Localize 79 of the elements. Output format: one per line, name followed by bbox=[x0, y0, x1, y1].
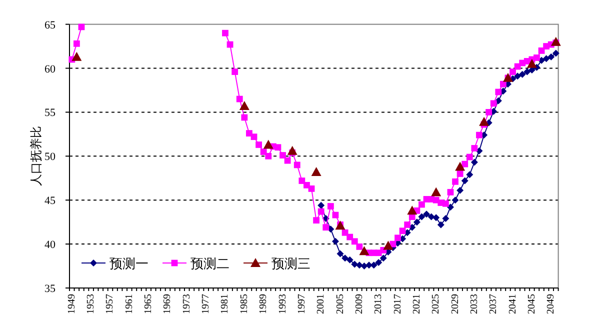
point bbox=[423, 210, 430, 218]
x-tick-label: 2033 bbox=[468, 294, 480, 314]
y-tick-label: 60 bbox=[44, 63, 56, 76]
y-tick-label: 35 bbox=[44, 283, 56, 295]
point bbox=[548, 53, 555, 60]
x-tick-label: 2021 bbox=[411, 294, 422, 314]
x-tick-label: 1957 bbox=[104, 294, 116, 314]
x-tick-label: 2013 bbox=[373, 294, 384, 314]
y-axis-title: 人口抚养比 bbox=[29, 126, 43, 186]
point bbox=[360, 262, 368, 270]
legend-label: 预测一 bbox=[110, 256, 148, 271]
x-tick-label: 1989 bbox=[258, 294, 270, 314]
point bbox=[332, 238, 339, 245]
point bbox=[437, 221, 444, 228]
x-tick-label: 1961 bbox=[124, 294, 135, 314]
point bbox=[72, 52, 82, 61]
point bbox=[466, 171, 474, 178]
point bbox=[287, 146, 298, 155]
x-tick-label: 2037 bbox=[488, 294, 500, 314]
point bbox=[442, 215, 450, 222]
y-tick-label: 45 bbox=[44, 195, 56, 208]
point bbox=[470, 158, 478, 166]
point bbox=[311, 166, 322, 176]
x-tick-label: 1985 bbox=[238, 294, 250, 314]
point bbox=[550, 36, 561, 46]
x-tick-label: 1981 bbox=[220, 294, 231, 314]
x-tick-label: 2005 bbox=[334, 294, 346, 314]
point bbox=[407, 206, 418, 215]
point bbox=[318, 202, 325, 209]
x-tick-label: 2041 bbox=[507, 294, 518, 314]
point bbox=[263, 140, 274, 149]
point bbox=[351, 260, 358, 268]
point bbox=[524, 68, 531, 76]
point bbox=[528, 66, 536, 74]
point bbox=[413, 218, 420, 226]
y-tick-label: 50 bbox=[44, 151, 56, 164]
y-tick-label: 40 bbox=[44, 239, 56, 252]
point bbox=[431, 187, 442, 196]
point bbox=[479, 116, 490, 126]
point bbox=[461, 177, 468, 184]
point bbox=[356, 262, 363, 269]
x-tick-label: 2049 bbox=[546, 294, 557, 314]
point bbox=[526, 58, 537, 68]
point bbox=[518, 70, 526, 78]
x-tick-label: 1965 bbox=[143, 294, 154, 314]
y-tick-label: 65 bbox=[44, 19, 56, 32]
point bbox=[514, 72, 522, 80]
x-tick-label: 1973 bbox=[181, 294, 192, 314]
point bbox=[359, 246, 370, 256]
point bbox=[342, 254, 349, 262]
point bbox=[383, 240, 394, 250]
point bbox=[452, 196, 459, 204]
x-tick-label: 1969 bbox=[162, 294, 174, 314]
point bbox=[370, 262, 378, 269]
x-tick-label: 1977 bbox=[200, 294, 212, 314]
x-tick-label: 2045 bbox=[526, 294, 538, 314]
point bbox=[432, 214, 440, 222]
point bbox=[336, 250, 344, 258]
x-tick-label: 2025 bbox=[430, 294, 442, 314]
point bbox=[418, 213, 426, 220]
point bbox=[456, 186, 464, 194]
x-tick-label: 1997 bbox=[296, 294, 308, 314]
point bbox=[455, 162, 466, 171]
point bbox=[346, 256, 354, 264]
x-tick-label: 2029 bbox=[450, 294, 461, 314]
legend-label: 预测三 bbox=[272, 256, 310, 271]
point bbox=[380, 254, 387, 262]
x-tick-label: 2009 bbox=[354, 294, 365, 314]
legend-label: 预测二 bbox=[190, 256, 230, 271]
x-tick-label: 1953 bbox=[86, 294, 97, 314]
x-tick-label: 2017 bbox=[392, 294, 404, 314]
x-tick-label: 2001 bbox=[316, 294, 327, 314]
point bbox=[552, 50, 560, 57]
x-tick-label: 1993 bbox=[277, 294, 288, 314]
point bbox=[375, 259, 382, 266]
point bbox=[239, 101, 250, 110]
point bbox=[542, 55, 550, 62]
x-tick-label: 1949 bbox=[66, 294, 78, 314]
y-tick-label: 55 bbox=[44, 107, 56, 120]
